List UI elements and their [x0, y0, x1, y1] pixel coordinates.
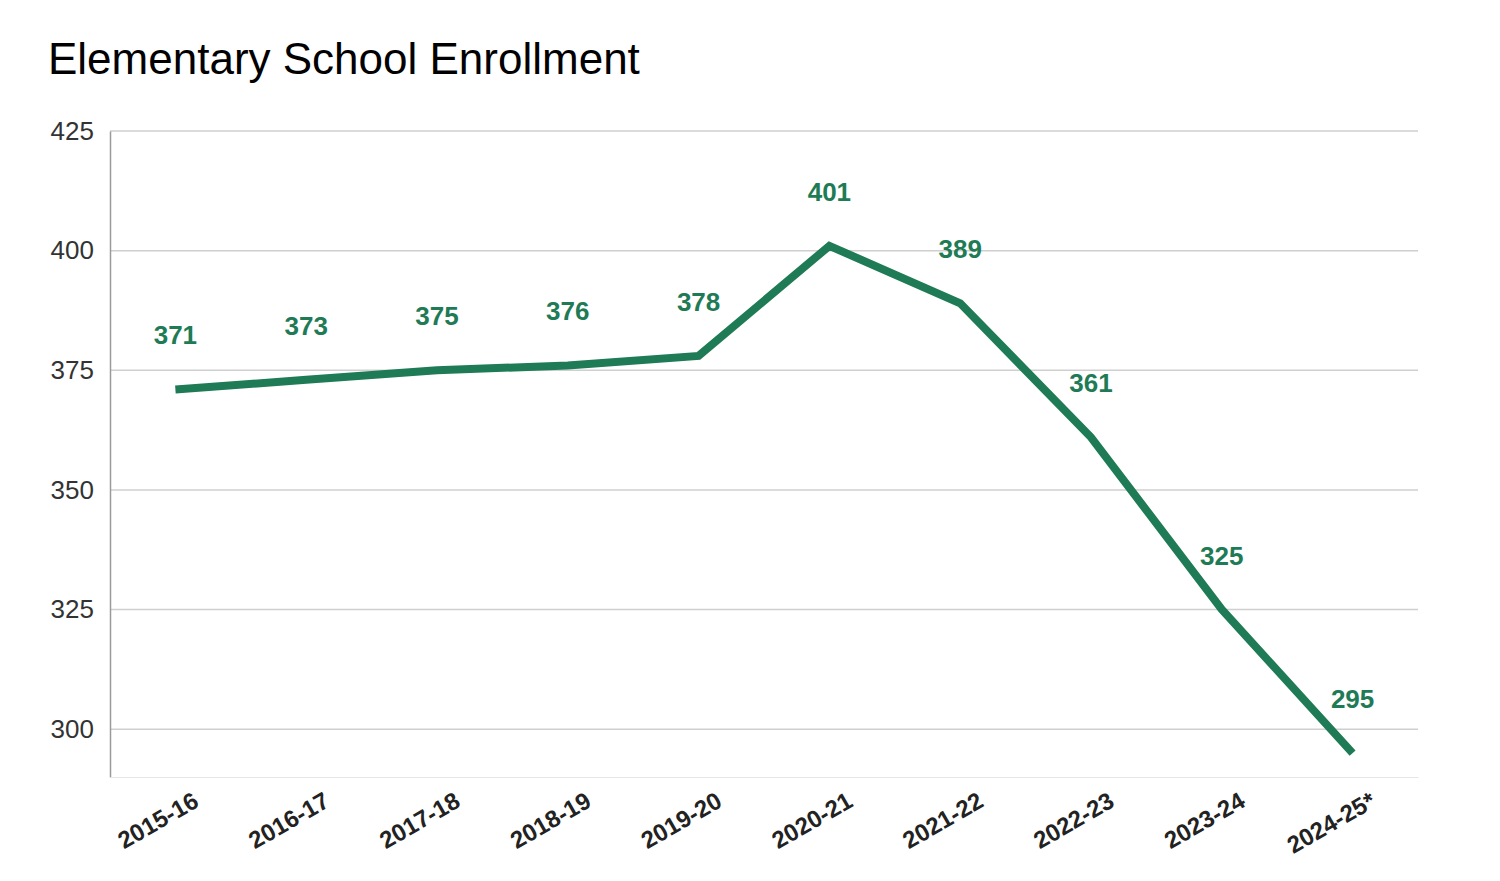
y-tick-label: 300: [51, 714, 94, 744]
x-tick-label: 2017-18: [375, 786, 465, 853]
y-tick-label: 350: [51, 475, 94, 505]
data-line: [175, 246, 1352, 753]
data-label: 325: [1200, 541, 1243, 571]
data-label: 378: [677, 287, 720, 317]
y-tick-label: 400: [51, 235, 94, 265]
y-tick-label: 375: [51, 355, 94, 385]
grid-line: [110, 370, 1418, 372]
x-tick: 2015-16: [113, 777, 203, 854]
data-label: 375: [415, 301, 458, 331]
data-label: 401: [808, 177, 851, 207]
x-tick-label: 2018-19: [505, 786, 595, 853]
y-tick: 325: [51, 594, 110, 624]
y-axis-line: [110, 132, 112, 778]
chart: Elementary School Enrollment 300 325 350 375…: [0, 0, 1500, 881]
x-tick: 2023-24: [1159, 777, 1249, 854]
grid-line: [110, 250, 1418, 252]
y-tick: 425: [51, 116, 110, 146]
x-tick-label: 2019-20: [636, 786, 726, 853]
grid-line: [110, 728, 1418, 730]
y-tick-label: 425: [51, 116, 94, 146]
x-tick-label: 2020-21: [767, 786, 857, 853]
grid: [110, 131, 1418, 729]
x-tick-label: 2024-25*: [1282, 786, 1380, 858]
x-tick: 2019-20: [636, 777, 726, 854]
plot-area: [175, 246, 1352, 753]
data-label: 373: [285, 311, 328, 341]
x-tick-label: 2021-22: [898, 786, 988, 853]
x-tick-label: 2015-16: [113, 786, 203, 853]
x-tick: 2016-17: [244, 777, 334, 854]
x-tick-label: 2023-24: [1159, 786, 1249, 854]
x-tick: 2017-18: [375, 777, 465, 854]
x-tick: 2022-23: [1029, 777, 1119, 854]
data-label: 376: [546, 296, 589, 326]
x-tick-label: 2016-17: [244, 786, 334, 853]
x-tick: 2024-25*: [1282, 777, 1380, 859]
y-axis: 300 325 350 375 400 425: [51, 116, 111, 778]
x-tick: 2021-22: [898, 777, 988, 854]
data-labels: 371 373 375 376 378 401 389 361 325 295: [154, 177, 1375, 714]
grid-line: [110, 130, 1418, 132]
data-label: 295: [1331, 684, 1374, 714]
y-tick: 375: [51, 355, 110, 385]
data-label: 371: [154, 320, 197, 350]
data-label: 361: [1069, 368, 1112, 398]
x-axis: 2015-16 2016-17 2017-18 2018-19 2019-20 2020-…: [111, 777, 1419, 859]
data-label: 389: [939, 234, 982, 264]
y-tick: 350: [51, 475, 110, 505]
x-tick-label: 2022-23: [1029, 786, 1119, 853]
y-tick-label: 325: [51, 594, 94, 624]
x-tick: 2018-19: [505, 777, 595, 854]
grid-line: [110, 489, 1418, 491]
title: Elementary School Enrollment: [48, 34, 640, 83]
y-tick: 400: [51, 235, 110, 265]
x-axis-line: [111, 777, 1419, 778]
x-tick: 2020-21: [767, 777, 857, 854]
y-tick: 300: [51, 714, 110, 744]
